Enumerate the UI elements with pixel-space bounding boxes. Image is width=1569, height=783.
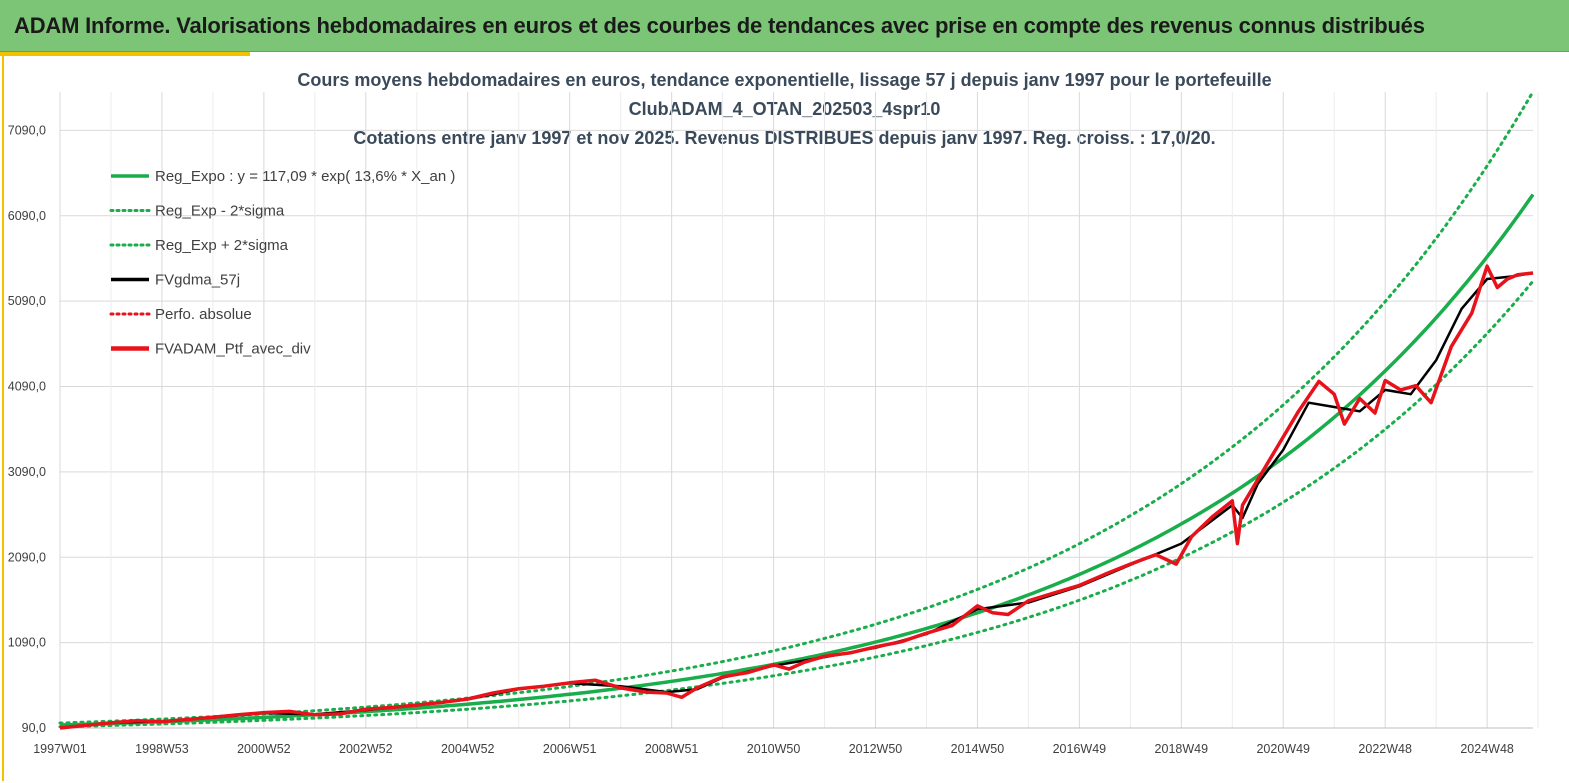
chart-frame (2, 54, 1567, 781)
banner-title: ADAM Informe. Valorisations hebdomadaire… (14, 13, 1425, 38)
x-tick-label: 2018W49 (1155, 742, 1209, 756)
y-tick-label: 90,0 (22, 721, 46, 735)
legend-label: FVADAM_Ptf_avec_div (155, 341, 311, 358)
chart-title-line-2: ClubADAM_4_OTAN_202503_4spr10 (628, 99, 941, 119)
y-tick-label: 7090,0 (8, 123, 46, 137)
x-tick-label: 2024W48 (1460, 742, 1514, 756)
x-tick-label: 2020W49 (1256, 742, 1310, 756)
chart-legend: Reg_Expo : y = 117,09 * exp( 13,6% * X_a… (109, 168, 455, 358)
x-tick-label: 2002W52 (339, 742, 393, 756)
chart-series (58, 90, 1535, 730)
chart-title-line-1: Cours moyens hebdomadaires en euros, ten… (297, 70, 1272, 90)
x-tick-label: 2008W51 (645, 742, 699, 756)
x-tick-label: 2010W50 (747, 742, 801, 756)
y-axis-ticks: 90,0 1090,0 2090,0 3090,0 4090,0 5090,0 6090,0… (8, 123, 46, 735)
series-reg-exp-plus-2-sigma (58, 90, 1535, 725)
legend-label: Reg_Exp + 2*sigma (155, 237, 289, 254)
y-tick-label: 3090,0 (8, 465, 46, 479)
legend-label: FVgdma_57j (155, 272, 240, 289)
x-tick-label: 1997W01 (33, 742, 87, 756)
chart-grid (59, 92, 1539, 729)
x-tick-label: 2012W50 (849, 742, 903, 756)
legend-label: Reg_Exp - 2*sigma (155, 203, 285, 220)
series-fvadam-ptf-avec-div (59, 264, 1534, 730)
y-tick-label: 1090,0 (8, 636, 46, 650)
x-tick-label: 2014W50 (951, 742, 1005, 756)
y-tick-label: 6090,0 (8, 209, 46, 223)
series-reg-exp-minus-2-sigma (58, 279, 1535, 729)
y-tick-label: 4090,0 (8, 380, 46, 394)
y-tick-label: 2090,0 (8, 550, 46, 564)
x-tick-label: 1998W53 (135, 742, 189, 756)
y-tick-label: 5090,0 (8, 294, 46, 308)
x-tick-label: 2006W51 (543, 742, 597, 756)
x-tick-label: 2016W49 (1053, 742, 1107, 756)
legend-label: Reg_Expo : y = 117,09 * exp( 13,6% * X_a… (155, 168, 455, 185)
chart-title-line-3: Cotations entre janv 1997 et nov 2025. R… (353, 128, 1216, 148)
x-tick-label: 2004W52 (441, 742, 495, 756)
x-axis-ticks: 1997W01 1998W53 2000W52 2002W52 2004W52 2006W… (33, 742, 1514, 756)
page-banner: ADAM Informe. Valorisations hebdomadaire… (0, 0, 1569, 52)
x-tick-label: 2000W52 (237, 742, 291, 756)
accent-bar (0, 52, 250, 56)
legend-label: Perfo. absolue (155, 306, 252, 323)
x-tick-label: 2022W48 (1358, 742, 1412, 756)
